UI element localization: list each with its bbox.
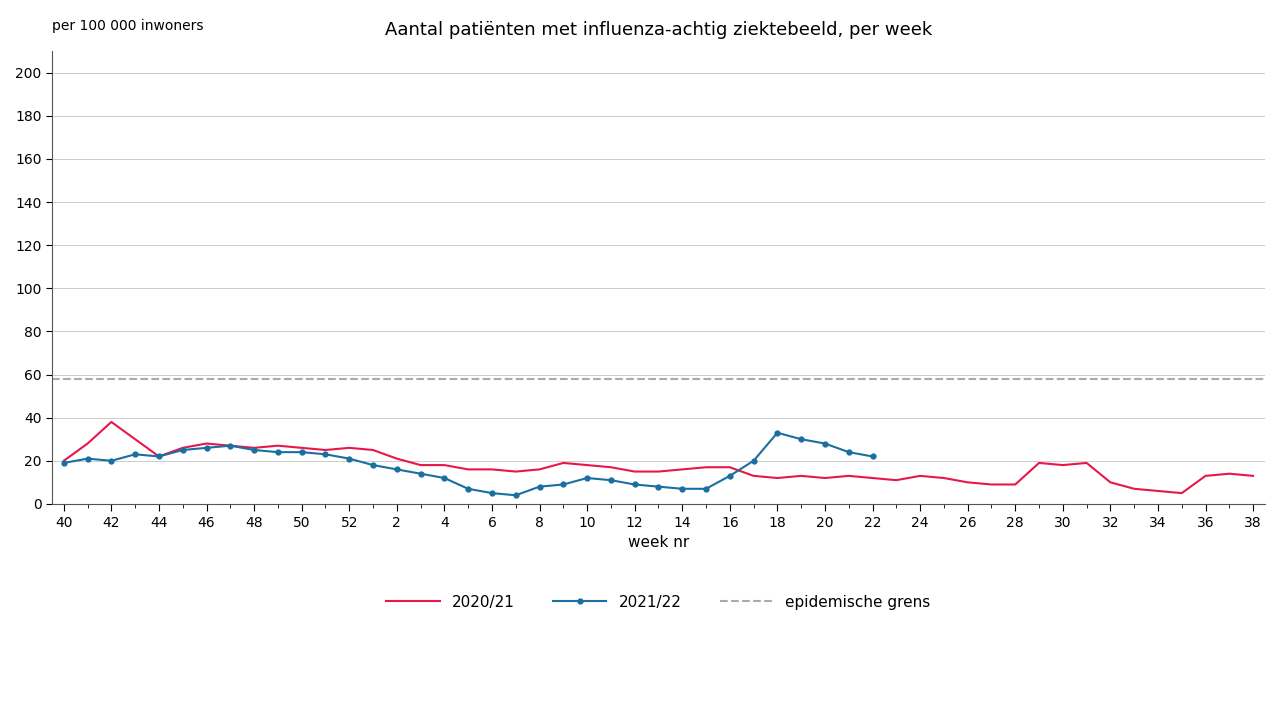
2021/22 <box>865 452 881 461</box>
2021/22 <box>508 491 524 500</box>
2020/21 <box>1245 472 1261 480</box>
2020/21 <box>342 444 357 452</box>
2020/21 <box>436 461 452 469</box>
2021/22 <box>556 480 571 489</box>
2021/22 <box>699 485 714 493</box>
2021/22 <box>817 439 832 448</box>
Text: per 100 000 inwoners: per 100 000 inwoners <box>52 19 204 33</box>
2021/22 <box>580 474 595 482</box>
2021/22 <box>151 452 166 461</box>
2021/22 <box>841 448 856 456</box>
2020/21 <box>865 474 881 482</box>
2021/22 <box>104 456 119 465</box>
2021/22 <box>294 448 310 456</box>
2021/22 <box>413 469 429 478</box>
epidemische grens <box>56 374 72 383</box>
2021/22 <box>317 450 333 459</box>
2021/22 <box>675 485 690 493</box>
2021/22 <box>247 446 262 454</box>
X-axis label: week nr: week nr <box>627 535 689 550</box>
Legend: 2020/21, 2021/22, epidemische grens: 2020/21, 2021/22, epidemische grens <box>380 588 937 616</box>
2021/22 <box>722 472 737 480</box>
2021/22 <box>746 456 762 465</box>
2021/22 <box>603 476 618 485</box>
2021/22 <box>484 489 499 498</box>
Line: 2021/22: 2021/22 <box>61 431 876 498</box>
2021/22 <box>461 485 476 493</box>
2020/21 <box>461 465 476 474</box>
2020/21 <box>1221 469 1236 478</box>
2021/22 <box>198 444 214 452</box>
2021/22 <box>532 482 548 491</box>
2021/22 <box>270 448 285 456</box>
2021/22 <box>436 474 452 482</box>
2021/22 <box>794 435 809 444</box>
2020/21 <box>1174 489 1189 498</box>
2021/22 <box>389 465 404 474</box>
2021/22 <box>627 480 643 489</box>
Line: 2020/21: 2020/21 <box>64 422 1253 493</box>
2021/22 <box>342 454 357 463</box>
2021/22 <box>56 459 72 467</box>
2021/22 <box>650 482 666 491</box>
epidemische grens <box>79 374 95 383</box>
2020/21 <box>104 418 119 426</box>
2021/22 <box>175 446 191 454</box>
2021/22 <box>365 461 380 469</box>
Title: Aantal patiënten met influenza-achtig ziektebeeld, per week: Aantal patiënten met influenza-achtig zi… <box>385 20 932 38</box>
2021/22 <box>79 454 95 463</box>
2021/22 <box>128 450 143 459</box>
2021/22 <box>769 428 785 437</box>
2020/21 <box>936 474 951 482</box>
2021/22 <box>223 441 238 450</box>
2020/21 <box>56 456 72 465</box>
